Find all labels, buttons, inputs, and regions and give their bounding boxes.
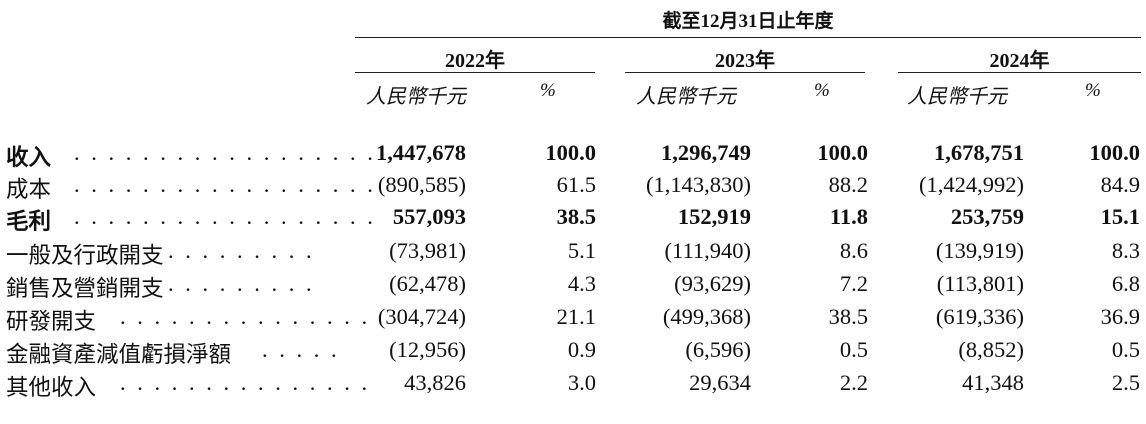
row-label: 成本	[6, 177, 52, 202]
percent-2022-cell: 0.9	[567, 337, 596, 362]
leader-dots: . . . . . . . . .	[168, 271, 315, 296]
percent-2023-cell: 38.5	[828, 304, 868, 329]
percent-2023-cell: 0.5	[839, 337, 868, 362]
percent-label-2024: %	[1085, 80, 1101, 101]
percent-2024-cell: 36.9	[1100, 304, 1140, 329]
unit-label-2023: 人民幣千元	[636, 86, 736, 108]
period-heading: 截至12月31日止年度	[662, 11, 834, 32]
value-2022-cell: (73,981)	[389, 238, 466, 263]
value-2022-cell: (12,956)	[389, 337, 466, 362]
value-2023-cell: 152,919	[677, 204, 751, 229]
percent-2022-cell: 5.1	[567, 238, 596, 263]
percent-label-2022: %	[540, 80, 556, 101]
leader-dots: . . . . .	[262, 337, 340, 362]
percent-2024-cell: 6.8	[1111, 271, 1140, 296]
value-2023-cell: (111,940)	[664, 238, 751, 263]
value-2023-cell: (93,629)	[674, 271, 751, 296]
percent-2022-cell: 38.5	[556, 204, 596, 229]
value-2024-cell: 41,348	[962, 370, 1024, 395]
value-2022-cell: 43,826	[404, 370, 466, 395]
value-2022-cell: 557,093	[392, 204, 466, 229]
header-rule	[355, 37, 1141, 38]
percent-2022-cell: 21.1	[556, 304, 596, 329]
value-2022-cell: (890,585)	[377, 172, 466, 197]
table-row: 銷售及營銷開支. . . . . . . . . (62,478) 4.3 (93,6…	[0, 271, 1146, 303]
value-2024-cell: (113,801)	[936, 271, 1024, 296]
row-label: 研發開支	[6, 309, 97, 334]
percent-2023-cell: 100.0	[817, 140, 868, 165]
percent-2022-cell: 3.0	[567, 370, 596, 395]
unit-label-2024: 人民幣千元	[907, 86, 1007, 108]
percent-2024-cell: 15.1	[1100, 204, 1140, 229]
percent-2022-cell: 4.3	[567, 271, 596, 296]
year-2022-rule	[355, 72, 595, 73]
table-row: 一般及行政開支. . . . . . . . . (73,981) 5.1 (111,…	[0, 238, 1146, 270]
year-2022-heading: 2022年	[445, 50, 505, 72]
percent-2023-cell: 88.2	[828, 172, 868, 197]
percent-2023-cell: 8.6	[839, 238, 868, 263]
unit-label-2022: 人民幣千元	[366, 86, 466, 108]
value-2024-cell: (139,919)	[935, 238, 1024, 263]
value-2023-cell: (6,596)	[685, 337, 751, 362]
value-2024-cell: (8,852)	[958, 337, 1024, 362]
percent-2023-cell: 11.8	[829, 204, 868, 229]
value-2023-cell: 1,296,749	[661, 140, 751, 165]
leader-dots: . . . . . . . . .	[168, 238, 315, 263]
value-2024-cell: (1,424,992)	[919, 172, 1024, 197]
value-2022-cell: 1,447,678	[376, 140, 466, 165]
row-label: 一般及行政開支	[6, 243, 164, 268]
leader-dots: . . . . . . . . . . . . . . . . . .	[74, 140, 376, 165]
percent-2024-cell: 84.9	[1100, 172, 1140, 197]
table-row: 其他收入 . . . . . . . . . . . . . . . 43,826 3…	[0, 370, 1146, 402]
table-row: 成本 . . . . . . . . . . . . . . . . . . (89…	[0, 172, 1146, 204]
percent-2022-cell: 61.5	[556, 172, 596, 197]
percent-2024-cell: 0.5	[1111, 337, 1140, 362]
year-2024-heading: 2024年	[989, 50, 1050, 72]
year-2023-rule	[625, 72, 865, 73]
percent-2023-cell: 2.2	[839, 370, 868, 395]
row-label: 其他收入	[6, 375, 97, 400]
leader-dots: . . . . . . . . . . . . . . .	[120, 370, 371, 395]
table-row: 研發開支 . . . . . . . . . . . . . . . (304,72…	[0, 304, 1146, 336]
value-2024-cell: (619,336)	[935, 304, 1024, 329]
percent-2024-cell: 8.3	[1111, 238, 1140, 263]
row-label: 金融資產減值虧損淨額	[6, 342, 232, 367]
percent-2024-cell: 2.5	[1111, 370, 1140, 395]
value-2023-cell: 29,634	[689, 370, 751, 395]
year-2024-rule	[898, 72, 1141, 73]
value-2022-cell: (304,724)	[377, 304, 466, 329]
row-label: 毛利	[6, 209, 52, 234]
percent-2023-cell: 7.2	[839, 271, 868, 296]
percent-label-2023: %	[814, 80, 830, 101]
value-2024-cell: 1,678,751	[934, 140, 1024, 165]
value-2024-cell: 253,759	[950, 204, 1024, 229]
year-2023-heading: 2023年	[715, 50, 775, 72]
percent-2022-cell: 100.0	[545, 140, 596, 165]
table-row: 收入 . . . . . . . . . . . . . . . . . . 1,4…	[0, 140, 1146, 172]
value-2023-cell: (499,368)	[662, 304, 751, 329]
table-row: 毛利 . . . . . . . . . . . . . . . . . . 557…	[0, 204, 1146, 236]
leader-dots: . . . . . . . . . . . . . . . . . .	[74, 204, 376, 229]
value-2022-cell: (62,478)	[389, 271, 466, 296]
percent-2024-cell: 100.0	[1089, 140, 1140, 165]
row-label: 收入	[6, 145, 52, 170]
value-2023-cell: (1,143,830)	[646, 172, 751, 197]
table-row: 金融資產減值虧損淨額 . . . . . (12,956) 0.9 (6,596) 0.5…	[0, 337, 1146, 369]
leader-dots: . . . . . . . . . . . . . . .	[120, 304, 371, 329]
leader-dots: . . . . . . . . . . . . . . . . . .	[74, 172, 376, 197]
row-label: 銷售及營銷開支	[6, 276, 164, 301]
